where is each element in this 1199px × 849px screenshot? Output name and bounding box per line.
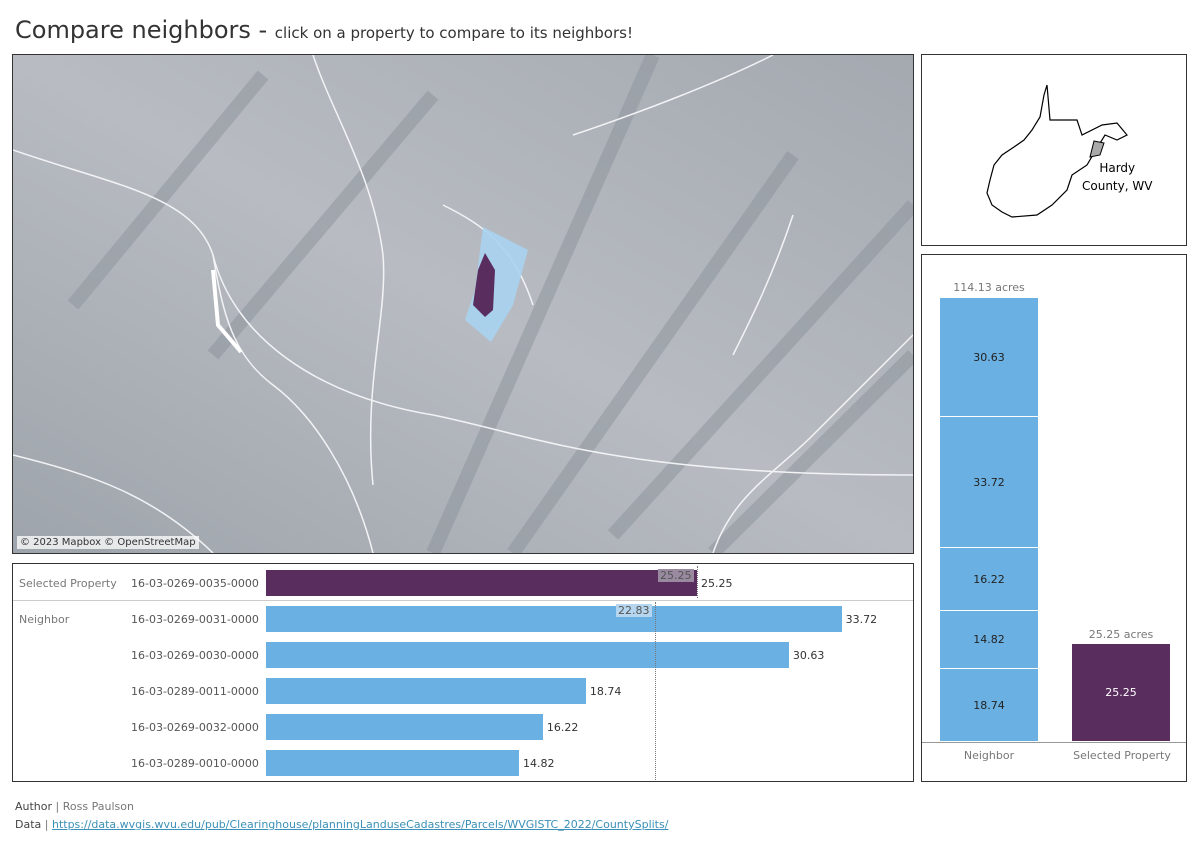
data-line: Data | https://data.wvgis.wvu.edu/pub/Cl… — [15, 818, 669, 831]
hardy-county — [1089, 140, 1105, 158]
map-attribution[interactable]: © 2023 Mapbox © OpenStreetMap — [17, 536, 199, 549]
selected-total-label: 25.25 acres — [1088, 628, 1154, 641]
parcel-id: 16-03-0289-0010-0000 — [131, 757, 259, 770]
selected-average-line — [697, 566, 698, 598]
segment-value: 18.74 — [973, 698, 1005, 712]
data-source-link[interactable]: https://data.wvgis.wvu.edu/pub/Clearingh… — [51, 818, 669, 831]
title-text: Compare neighbors - — [15, 16, 275, 44]
selected-stack-value: 25.25 — [1105, 685, 1137, 699]
page-subtitle: click on a property to compare to its ne… — [274, 24, 633, 42]
neighbor-stack-segment[interactable]: 30.63 — [940, 297, 1038, 417]
page-title: Compare neighbors - click on a property … — [15, 16, 633, 44]
neighbor-total-label: 114.13 acres — [953, 281, 1025, 294]
locator-map: Hardy County, WV — [921, 54, 1187, 246]
parcel-id: 16-03-0289-0011-0000 — [131, 685, 259, 698]
x-label-neighbor: Neighbor — [963, 749, 1015, 762]
parcel-bar[interactable] — [266, 642, 789, 668]
parcel-bar[interactable] — [266, 750, 519, 776]
parcel-acres-value: 25.25 — [701, 577, 733, 590]
neighbor-stack-segment[interactable]: 16.22 — [940, 547, 1038, 611]
author-line: Author | Ross Paulson — [15, 800, 134, 813]
author-key: Author — [15, 800, 53, 813]
group-label: Selected Property — [19, 577, 117, 590]
parcel-id: 16-03-0269-0032-0000 — [131, 721, 259, 734]
west-virginia-outline — [986, 84, 1128, 218]
county-label-line1: Hardy — [1099, 161, 1136, 175]
parcel-id: 16-03-0269-0031-0000 — [131, 613, 259, 626]
group-divider — [13, 600, 913, 601]
selected-average-label: 25.25 — [658, 569, 694, 582]
segment-value: 14.82 — [973, 633, 1005, 647]
footer: Author | Ross Paulson Data | https://dat… — [15, 798, 668, 834]
x-label-selected: Selected Property — [1073, 749, 1171, 762]
segment-value: 30.63 — [973, 350, 1005, 364]
neighbor-parcels[interactable] — [465, 227, 528, 342]
parcel-acres-value: 30.63 — [792, 649, 825, 662]
parcel-bar[interactable] — [266, 714, 543, 740]
group-label: Neighbor — [19, 613, 70, 626]
segment-value: 33.72 — [973, 475, 1005, 489]
parcel-id: 16-03-0269-0035-0000 — [131, 577, 259, 590]
neighbor-comparison-chart: Selected Property 16-03-0269-0035-0000 25.… — [12, 563, 914, 782]
parcel-bar[interactable] — [266, 570, 698, 596]
data-key: Data — [15, 818, 42, 831]
county-label: Hardy County, WV — [1082, 159, 1152, 195]
author-name: Ross Paulson — [62, 800, 134, 813]
parcel-map[interactable]: © 2023 Mapbox © OpenStreetMap — [12, 54, 914, 554]
parcel-bar[interactable] — [266, 678, 586, 704]
neighbor-stack-segment[interactable]: 14.82 — [940, 610, 1038, 669]
parcel-acres-value: 14.82 — [522, 757, 555, 770]
parcel-bar[interactable] — [266, 606, 842, 632]
stacked-acres-chart: 114.13 acres 30.63 33.72 16.22 14.82 18.74 2… — [921, 254, 1187, 782]
neighbor-stack-segment[interactable]: 33.72 — [940, 416, 1038, 548]
x-axis-line — [922, 742, 1186, 743]
neighbor-average-line — [655, 602, 656, 780]
county-label-line2: County, WV — [1082, 179, 1153, 193]
neighbor-average-label: 22.83 — [616, 604, 652, 617]
neighbor-stack-segment[interactable]: 18.74 — [940, 668, 1038, 741]
parcel-acres-value: 33.72 — [845, 613, 878, 626]
selected-stack-bar[interactable]: 25.25 — [1072, 642, 1170, 741]
parcel-acres-value: 18.74 — [589, 685, 622, 698]
parcel-acres-value: 16.22 — [546, 721, 579, 734]
selected-parcel[interactable] — [473, 253, 495, 317]
parcel-id: 16-03-0269-0030-0000 — [131, 649, 259, 662]
map-terrain — [13, 55, 913, 553]
segment-value: 16.22 — [973, 572, 1005, 586]
